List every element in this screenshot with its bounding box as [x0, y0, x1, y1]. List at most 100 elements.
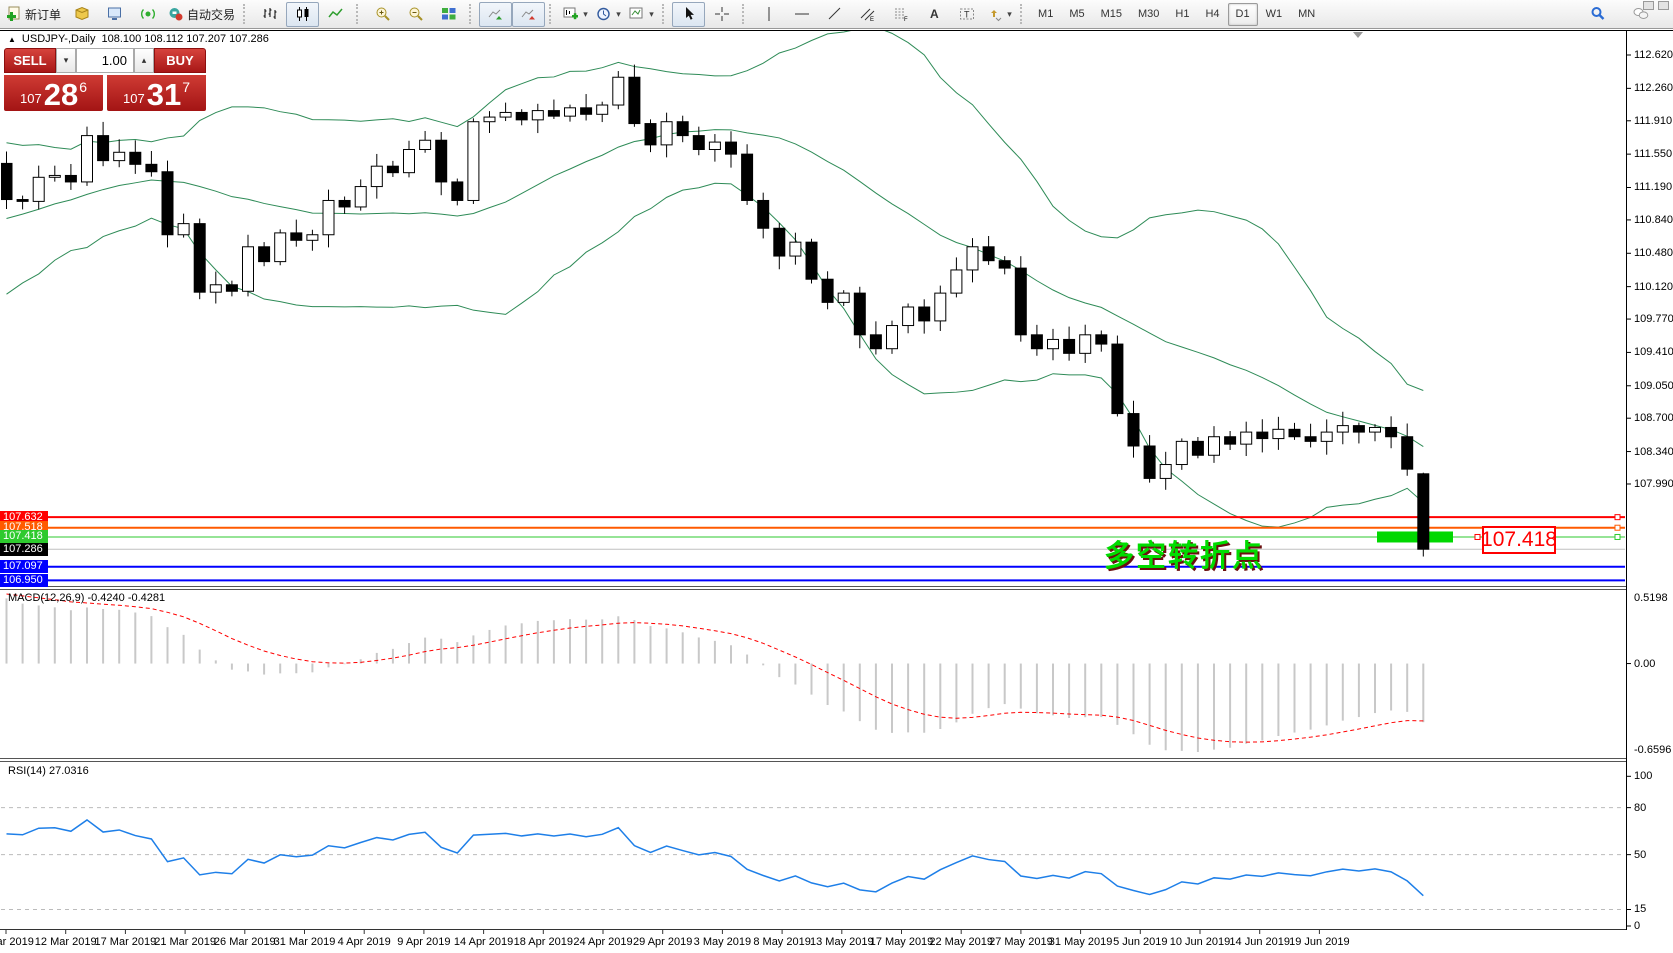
terminal-button[interactable] — [98, 2, 131, 27]
signals-button[interactable] — [131, 2, 164, 27]
timeframe-h4-button[interactable]: H4 — [1205, 8, 1220, 20]
timeframe-d1-button[interactable]: D1 — [1227, 2, 1258, 26]
tile-windows-icon — [441, 8, 456, 20]
date-tick-label: 21 Mar 2019 — [154, 936, 216, 948]
date-tick-label: 31 Mar 2019 — [273, 936, 336, 948]
macd-pane — [5, 593, 1425, 752]
new-order-button[interactable]: 新订单 — [2, 2, 65, 27]
one-click-trade-panel: SELL ▾ ▴ BUY 107 28 6 107 31 7 — [4, 48, 206, 111]
timeframe-m30-button[interactable]: M30 — [1138, 8, 1160, 20]
timeframe-w1-button[interactable]: W1 — [1265, 8, 1283, 20]
ohlc-values: 108.100 108.112 107.207 107.286 — [101, 33, 269, 45]
new-order-icon — [7, 6, 20, 21]
symbol-period-label: USDJPY-,Daily — [21, 33, 96, 45]
ask-price-button[interactable]: 107 31 7 — [107, 75, 206, 111]
collapse-arrow-icon[interactable]: ▲ — [8, 34, 16, 44]
window-restore-icon[interactable] — [1658, 1, 1669, 10]
window-controls[interactable] — [1643, 1, 1669, 10]
search-button[interactable] — [1581, 2, 1614, 27]
crosshair-button[interactable] — [705, 2, 738, 27]
zoom-out-button[interactable] — [399, 2, 432, 27]
timeframe-h1-button[interactable]: H1 — [1175, 8, 1190, 20]
bars-chart-icon — [263, 8, 277, 19]
buy-button[interactable]: BUY — [154, 48, 206, 73]
timeframe-mn-button[interactable]: MN — [1298, 8, 1316, 20]
date-tick-label: 17 Mar 2019 — [94, 936, 157, 948]
auto-trading-button[interactable]: 自动交易 — [164, 2, 239, 27]
toolbar-grip — [662, 4, 669, 24]
price-tick-label: 110.480 — [1634, 247, 1673, 260]
timeframe-m1-button[interactable]: M1 — [1038, 8, 1054, 20]
date-tick-label: 13 May 2019 — [809, 936, 874, 948]
turning-point-annotation[interactable]: 多空转折点 — [1104, 540, 1264, 573]
toolbar-grip — [1020, 4, 1027, 24]
volume-input[interactable] — [76, 48, 134, 73]
cursor-button[interactable] — [672, 1, 706, 27]
bollinger-upper-band[interactable] — [6, 27, 1424, 391]
rsi-scale-label: 15 — [1634, 903, 1647, 916]
sell-button[interactable]: SELL — [4, 48, 56, 73]
chevron-down-icon: ▾ — [1007, 8, 1012, 19]
vertical-line-button[interactable] — [752, 2, 785, 27]
toolbar-grip — [742, 4, 749, 24]
volume-down-button[interactable]: ▾ — [56, 48, 76, 73]
toolbar-grip — [356, 4, 363, 24]
turning-point-bar[interactable] — [1377, 531, 1453, 543]
bid-prefix: 107 — [20, 91, 42, 106]
price-tag: 107.418 — [0, 530, 48, 544]
volume-up-button[interactable]: ▴ — [134, 48, 154, 73]
date-tick-label: 9 Apr 2019 — [397, 936, 451, 948]
zoom-out-icon — [409, 7, 423, 21]
text-icon: A — [930, 7, 939, 21]
new-order-label: 新订单 — [25, 7, 62, 22]
favorites-button[interactable] — [65, 2, 98, 27]
zoom-in-button[interactable] — [366, 2, 399, 27]
date-tick-label: 7 Mar 2019 — [0, 936, 34, 948]
trend-line-button[interactable] — [818, 2, 851, 27]
date-tick-label: 17 May 2019 — [869, 936, 934, 948]
line-chart-button[interactable] — [319, 2, 352, 27]
text-label-icon: T — [959, 8, 974, 20]
price-tick-label: 109.410 — [1634, 346, 1673, 359]
chart-shift-button[interactable] — [512, 1, 546, 27]
auto-scroll-button[interactable] — [479, 1, 513, 27]
price-label-box[interactable]: 107.418 — [1481, 526, 1557, 554]
templates-button[interactable]: ▾ — [625, 2, 658, 27]
profiles-clock-icon — [597, 7, 610, 21]
bollinger-middle-band[interactable] — [6, 129, 1424, 447]
bid-big: 28 — [43, 77, 79, 112]
timeframe-m15-button[interactable]: M15 — [1100, 8, 1122, 20]
toolbar-grip — [469, 4, 476, 24]
text-button[interactable]: A — [917, 2, 950, 27]
new-chart-button[interactable]: ▾ — [559, 2, 592, 27]
equidistant-channel-button[interactable]: E — [851, 2, 884, 27]
bars-chart-button[interactable] — [253, 2, 286, 27]
rsi-label: RSI(14) 27.0316 — [8, 765, 89, 777]
tile-windows-button[interactable] — [432, 2, 465, 27]
text-label-button[interactable]: T — [950, 2, 983, 27]
auto-trading-label: 自动交易 — [187, 7, 236, 22]
window-minimize-icon[interactable] — [1643, 1, 1654, 10]
ask-prefix: 107 — [123, 91, 145, 106]
fibonacci-button[interactable]: F — [884, 2, 917, 27]
bollinger-lower-band[interactable] — [6, 182, 1424, 528]
main-toolbar: 新订单 自动交易 ▾ ▾ ▾ E F A T ▾ M1 M5 M15 M30 H1 H4 D1 W1 MN — [0, 0, 1673, 29]
price-tick-label: 111.910 — [1634, 114, 1673, 127]
price-tick-label: 111.550 — [1634, 148, 1673, 161]
terminal-icon — [107, 7, 121, 20]
price-tick-label: 110.840 — [1634, 213, 1673, 226]
candles-chart-button[interactable] — [286, 1, 320, 27]
date-tick-label: 31 May 2019 — [1048, 936, 1113, 948]
horizontal-line-button[interactable] — [785, 2, 818, 27]
search-icon — [1591, 7, 1604, 20]
candles-chart-icon — [296, 7, 309, 21]
bid-price-button[interactable]: 107 28 6 — [4, 75, 103, 111]
macd-signal-line — [6, 593, 1424, 743]
timeframe-m5-button[interactable]: M5 — [1069, 8, 1085, 20]
profiles-clock-button[interactable]: ▾ — [592, 2, 625, 27]
arrows-shapes-button[interactable]: ▾ — [983, 2, 1016, 27]
chat-button[interactable] — [1624, 2, 1657, 27]
date-tick-label: 19 Jun 2019 — [1289, 936, 1350, 948]
